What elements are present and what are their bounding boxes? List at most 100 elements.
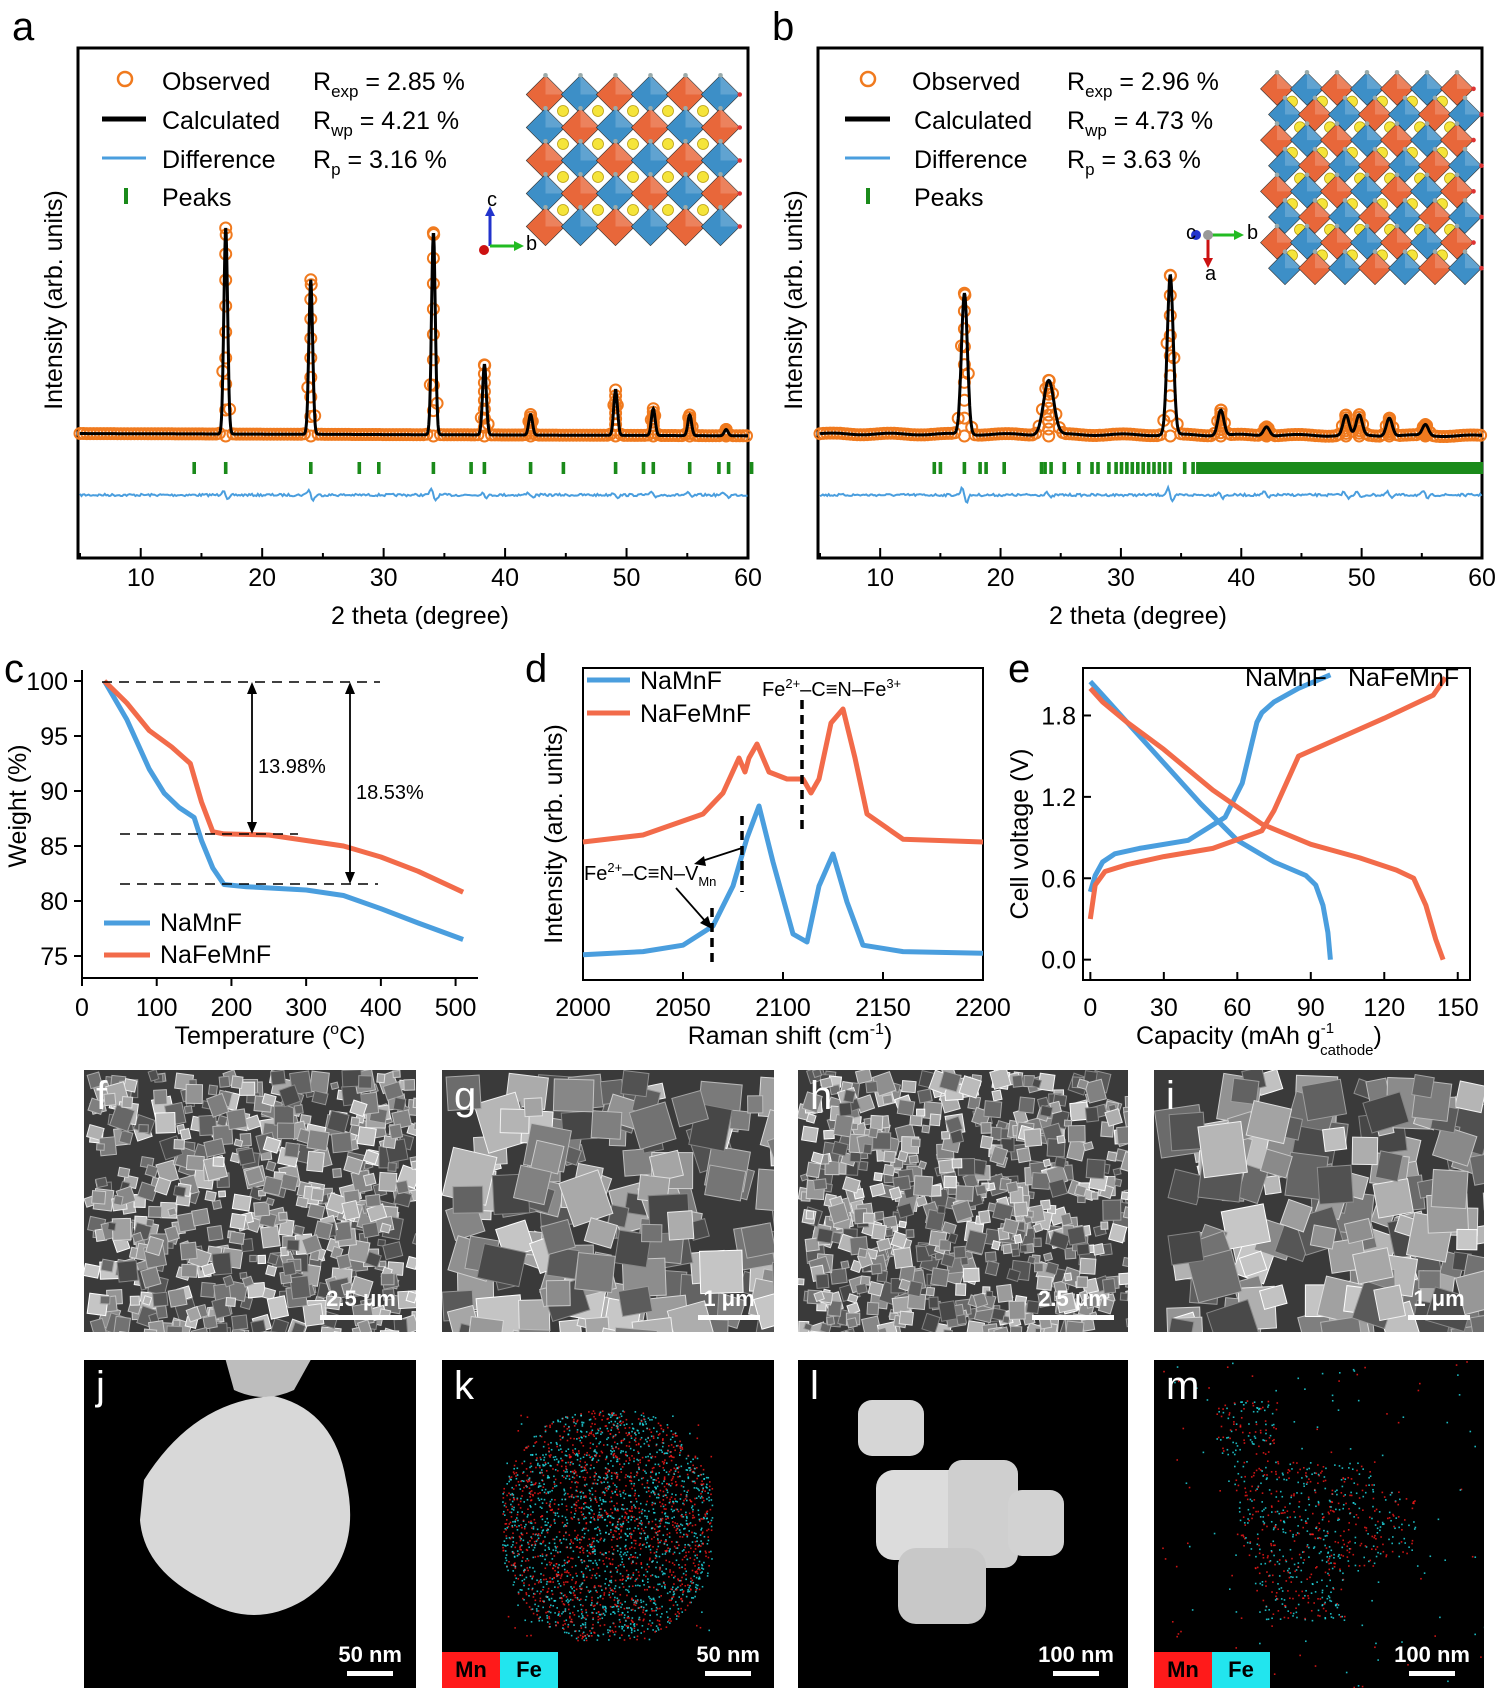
bragg-tick (1246, 462, 1251, 474)
eds-pixel (668, 1550, 671, 1553)
eds-pixel (616, 1597, 619, 1600)
sem-particle (819, 1322, 832, 1332)
eds-pixel (609, 1596, 612, 1599)
eds-pixel (542, 1463, 544, 1466)
eds-pixel (575, 1536, 578, 1538)
eds-pixel (626, 1617, 629, 1619)
eds-pixel (681, 1583, 684, 1586)
eds-pixel (506, 1494, 508, 1497)
eds-pixel (615, 1493, 618, 1496)
ligand-atom (1342, 198, 1348, 203)
eds-pixel (587, 1434, 590, 1437)
eds-pixel (510, 1503, 512, 1506)
eds-pixel (502, 1513, 505, 1515)
eds-pixel (539, 1485, 542, 1487)
eds-pixel (595, 1612, 598, 1614)
ligand-atom (718, 138, 723, 144)
eds-pixel (542, 1464, 545, 1467)
sem-particle (1197, 1120, 1248, 1179)
sem-particle (929, 1113, 941, 1127)
eds-pixel (705, 1552, 707, 1554)
eds-pixel (511, 1544, 514, 1546)
eds-pixel (672, 1521, 674, 1523)
eds-pixel (659, 1424, 662, 1427)
eds-pixel (630, 1476, 632, 1479)
eds-pixel (695, 1583, 698, 1586)
eds-pixel (636, 1518, 639, 1520)
eds-pixel (662, 1442, 665, 1444)
micro-letter: g (454, 1074, 477, 1118)
eds-pixel (530, 1520, 532, 1523)
eds-pixel (514, 1524, 516, 1527)
ligand-atom (1454, 70, 1460, 75)
eds-pixel (653, 1502, 655, 1505)
eds-pixel (581, 1425, 584, 1427)
eds-pixel (573, 1589, 576, 1592)
eds-pixel (549, 1456, 551, 1458)
eds-pixel (645, 1603, 648, 1606)
eds-pixel (559, 1444, 561, 1447)
eds-pixel (595, 1437, 597, 1440)
y-tick-label: 90 (40, 778, 68, 806)
eds-pixel (548, 1542, 551, 1544)
eds-pixel (530, 1621, 533, 1623)
eds-pixel (658, 1530, 661, 1532)
eds-pixel (551, 1578, 554, 1580)
eds-pixel (650, 1538, 653, 1540)
observed-point (304, 370, 318, 384)
eds-pixel (574, 1594, 576, 1597)
eds-pixel (521, 1589, 523, 1591)
eds-pixel (594, 1451, 597, 1453)
sem-particle (867, 1280, 884, 1297)
eds-pixel (528, 1584, 530, 1586)
observed-point (219, 403, 233, 417)
eds-pixel (574, 1582, 577, 1585)
sem-image-h: h 2.5 μm (798, 1070, 1128, 1332)
eds-pixel (625, 1554, 628, 1556)
eds-pixel (700, 1572, 702, 1574)
x-tick-label: 2100 (755, 994, 811, 1022)
sem-particle (1411, 1073, 1435, 1099)
eds-pixel (694, 1544, 697, 1547)
eds-pixel (567, 1556, 569, 1559)
x-tick-label: 500 (435, 994, 477, 1022)
octahedron-face (1375, 251, 1392, 269)
eds-pixel (655, 1630, 657, 1632)
eds-pixel (584, 1502, 587, 1504)
eds-pixel (562, 1611, 564, 1613)
ligand-atom (737, 158, 743, 163)
eds-pixel (674, 1588, 677, 1591)
eds-pixel (590, 1546, 592, 1548)
eds-pixel (532, 1493, 534, 1496)
eds-pixel (637, 1494, 640, 1497)
eds-pixel (580, 1627, 583, 1629)
octahedron (700, 206, 741, 247)
eds-pixel (580, 1466, 582, 1468)
eds-pixel (634, 1539, 637, 1542)
octahedron-face (1307, 72, 1324, 89)
eds-pixel (646, 1563, 649, 1566)
eds-pixel (647, 1536, 649, 1539)
eds-pixel (676, 1508, 679, 1511)
eds-pixel (614, 1579, 617, 1582)
na-atom (697, 138, 709, 150)
octahedron-face (1277, 123, 1294, 141)
eds-pixel (598, 1516, 601, 1519)
eds-pixel (591, 1546, 593, 1548)
eds-pixel (512, 1536, 515, 1539)
eds-pixel (511, 1486, 513, 1489)
micro-letter: j (96, 1364, 105, 1408)
eds-pixel (589, 1552, 592, 1555)
eds-pixel (631, 1423, 634, 1425)
sem-particle (938, 1070, 962, 1093)
eds-pixel (633, 1475, 636, 1478)
bragg-tick (1389, 462, 1393, 474)
eds-pixel (618, 1614, 621, 1616)
eds-pixel (550, 1597, 553, 1600)
eds-pixel (605, 1607, 607, 1610)
eds-pixel (603, 1624, 606, 1626)
eds-pixel (598, 1575, 601, 1577)
sem-particle (840, 1260, 850, 1270)
eds-pixel (685, 1551, 687, 1554)
eds-pixel (625, 1512, 628, 1515)
